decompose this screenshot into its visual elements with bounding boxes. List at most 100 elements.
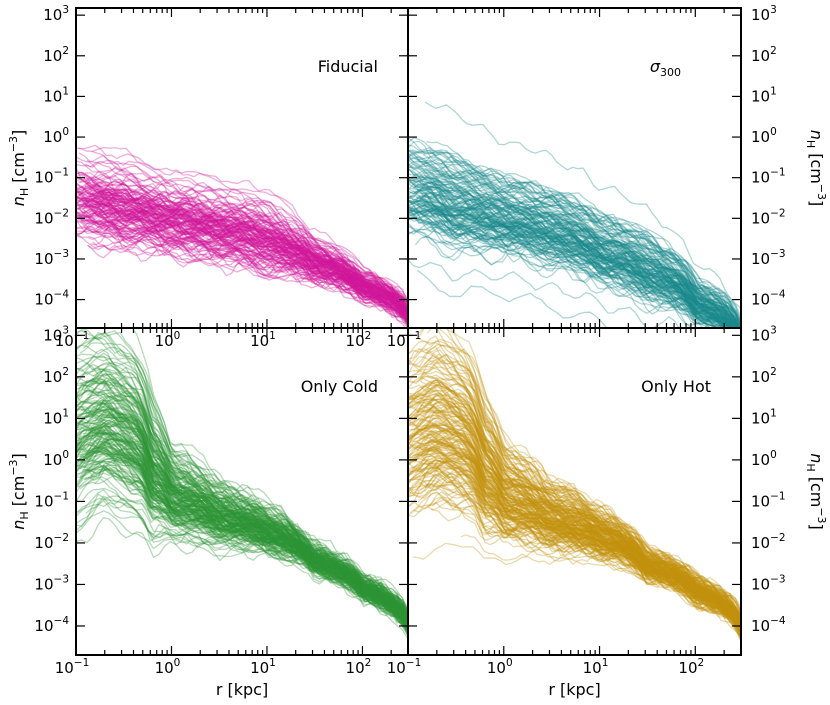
profile-line: [408, 409, 741, 633]
profile-line: [76, 408, 408, 619]
profile-line: [84, 468, 408, 634]
profile-line: [408, 207, 731, 328]
profile-line: [418, 176, 735, 328]
profile-line: [76, 447, 408, 628]
y-tick-label: 10−4: [34, 615, 69, 635]
profile-line: [87, 244, 408, 328]
profile-line: [408, 230, 720, 328]
profile-line: [419, 464, 741, 628]
profile-line: [76, 228, 408, 322]
profile-line: [408, 366, 741, 619]
profile-line: [415, 196, 734, 328]
profile-line: [76, 235, 408, 323]
profile-line: [408, 389, 741, 617]
profile-line: [90, 232, 408, 325]
y-tick-label: 10−2: [751, 207, 786, 227]
profile-line: [422, 453, 741, 628]
profile-line: [82, 192, 408, 312]
profile-line: [87, 433, 408, 625]
profile-line: [79, 215, 408, 317]
profile-line: [419, 195, 732, 328]
profile-line: [76, 466, 408, 630]
profile-line: [76, 419, 408, 629]
profile-line: [408, 215, 731, 328]
profile-line: [408, 422, 741, 626]
profile-line: [408, 178, 735, 328]
profile-line: [408, 205, 732, 328]
profile-line: [408, 439, 741, 631]
profile-line: [417, 392, 741, 620]
y-tick-label: 102: [43, 366, 69, 386]
profile-line: [408, 216, 725, 328]
profile-line: [408, 173, 740, 328]
y-tick-label: 10−3: [751, 248, 786, 268]
profile-line: [76, 428, 408, 622]
profile-line: [76, 413, 408, 614]
profile-line: [408, 383, 741, 623]
profile-line: [76, 433, 408, 629]
y-tick-label: 102: [751, 45, 777, 65]
profile-line: [408, 433, 741, 621]
profile-line: [408, 222, 733, 328]
profile-line: [76, 432, 408, 630]
profile-line: [426, 181, 737, 328]
profile-line: [408, 384, 741, 631]
profile-line: [408, 442, 741, 636]
profile-line: [76, 368, 408, 620]
profile-line: [408, 187, 737, 328]
profile-line: [409, 199, 739, 328]
profile-line: [410, 208, 736, 328]
profile-line: [76, 210, 408, 326]
profile-line: [408, 404, 741, 625]
profile-line: [412, 192, 725, 328]
profile-line: [85, 200, 408, 312]
profile-line: [426, 141, 741, 326]
profile-line: [428, 498, 741, 630]
profile-line: [76, 191, 408, 315]
profile-line: [76, 402, 408, 620]
profile-line: [93, 207, 408, 321]
profile-line: [408, 461, 741, 627]
profile-line: [450, 328, 741, 620]
profile-line: [408, 208, 729, 328]
profile-line: [417, 197, 736, 328]
profile-line: [408, 423, 741, 631]
profile-line: [420, 414, 741, 632]
profile-line: [413, 353, 741, 615]
profile-line: [408, 413, 741, 626]
x-tick-label: 100: [487, 657, 513, 677]
profile-line: [423, 400, 741, 623]
profile-line: [409, 166, 738, 328]
profile-line: [76, 432, 408, 625]
profile-line: [76, 422, 408, 627]
y-tick-label: 102: [43, 45, 69, 65]
profile-line: [422, 230, 718, 328]
profile-line: [408, 359, 741, 625]
profile-line: [408, 160, 738, 328]
profile-line: [102, 203, 408, 320]
profile-line: [76, 210, 408, 327]
profile-line: [416, 398, 741, 625]
profile-line: [92, 331, 408, 610]
profile-line: [408, 198, 731, 328]
profile-line: [79, 374, 408, 618]
profile-line: [410, 363, 741, 626]
panel-title: Fiducial: [318, 57, 378, 76]
profile-line: [408, 393, 741, 632]
profile-line: [84, 159, 408, 302]
profile-line: [416, 459, 741, 634]
profile-line: [408, 168, 739, 328]
profile-line: [415, 218, 718, 328]
profile-line: [408, 149, 741, 322]
profile-line: [76, 204, 408, 318]
profile-line: [412, 542, 741, 640]
profile-line: [408, 199, 734, 328]
profile-line: [76, 188, 408, 317]
y-axis-label: nH [cm−3]: [7, 130, 31, 207]
profile-line: [413, 459, 741, 626]
profile-line: [423, 426, 741, 625]
profile-line: [76, 457, 408, 620]
profile-line: [76, 398, 408, 619]
profile-line: [82, 197, 408, 312]
profile-line: [92, 414, 408, 624]
